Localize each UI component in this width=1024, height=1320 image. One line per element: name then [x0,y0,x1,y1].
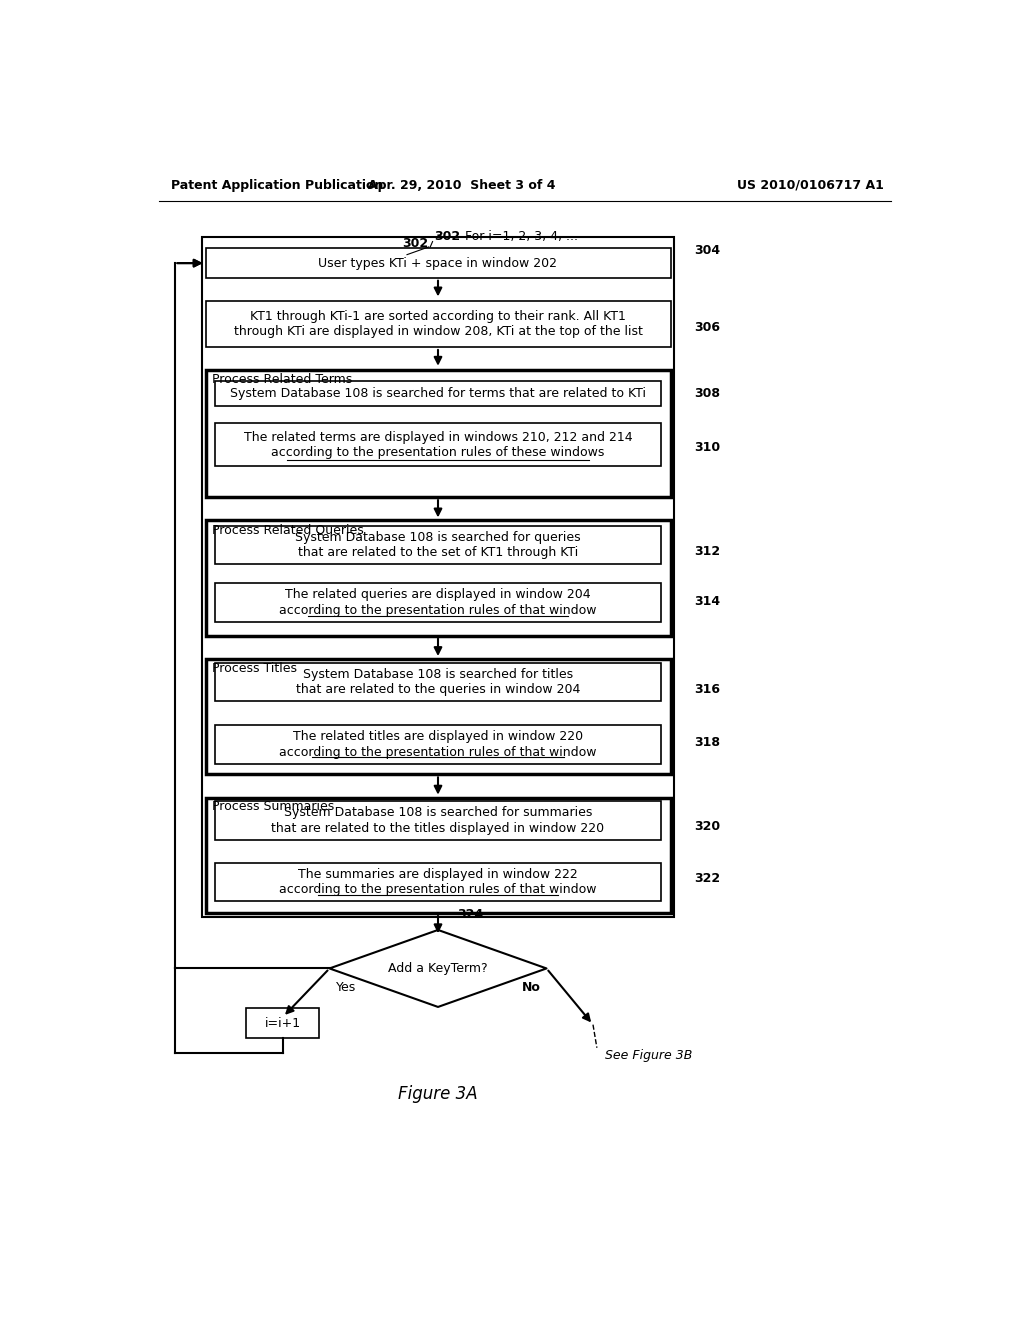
Bar [215,663,662,701]
Text: The summaries are displayed in window 222: The summaries are displayed in window 22… [298,869,578,880]
Text: 318: 318 [693,737,720,750]
Text: US 2010/0106717 A1: US 2010/0106717 A1 [736,178,884,191]
Text: 324: 324 [458,908,483,921]
Text: through KTi are displayed in window 208, KTi at the top of the list: through KTi are displayed in window 208,… [233,325,642,338]
Text: Process Summaries: Process Summaries [212,800,334,813]
Polygon shape [330,929,547,1007]
Text: Add a KeyTerm?: Add a KeyTerm? [388,962,487,975]
Text: according to the presentation rules of that window: according to the presentation rules of t… [280,746,597,759]
Text: 310: 310 [693,441,720,454]
Text: The related queries are displayed in window 204: The related queries are displayed in win… [286,589,591,602]
Text: 312: 312 [693,545,720,557]
Bar [215,424,662,466]
Text: 302: 302 [402,236,429,249]
Text: 314: 314 [693,594,720,607]
Bar [206,301,671,347]
Bar [246,1008,319,1038]
Text: 322: 322 [693,871,720,884]
Text: 302: 302 [434,231,460,243]
Text: 308: 308 [693,387,720,400]
Text: Process Titles: Process Titles [212,661,297,675]
Text: Figure 3A: Figure 3A [398,1085,478,1104]
Text: Patent Application Publication: Patent Application Publication [171,178,383,191]
Text: System Database 108 is searched for titles: System Database 108 is searched for titl… [303,668,573,681]
Text: i=i+1: i=i+1 [264,1016,301,1030]
Text: System Database 108 is searched for summaries: System Database 108 is searched for summ… [284,807,592,820]
Text: Process Related Queries: Process Related Queries [212,523,364,536]
Text: For i=1, 2, 3, 4, ...: For i=1, 2, 3, 4, ... [465,231,579,243]
Text: No: No [521,981,541,994]
Bar [206,520,671,636]
Bar [206,248,671,277]
Text: according to the presentation rules of that window: according to the presentation rules of t… [280,603,597,616]
Text: 304: 304 [693,244,720,257]
Text: System Database 108 is searched for terms that are related to KTi: System Database 108 is searched for term… [230,387,646,400]
Text: according to the presentation rules of that window: according to the presentation rules of t… [280,883,597,896]
Text: 316: 316 [693,684,720,696]
Bar [215,583,662,622]
Bar [215,381,662,407]
Text: that are related to the titles displayed in window 220: that are related to the titles displayed… [271,822,604,834]
Text: 306: 306 [693,321,720,334]
Text: according to the presentation rules of these windows: according to the presentation rules of t… [271,446,605,459]
Bar [202,238,675,917]
Bar [206,659,671,775]
Text: The related titles are displayed in window 220: The related titles are displayed in wind… [293,730,583,743]
Text: 320: 320 [693,820,720,833]
Bar [206,797,671,913]
Text: See Figure 3B: See Figure 3B [604,1049,692,1063]
Bar [206,370,671,498]
Text: System Database 108 is searched for queries: System Database 108 is searched for quer… [295,531,581,544]
Text: Apr. 29, 2010  Sheet 3 of 4: Apr. 29, 2010 Sheet 3 of 4 [368,178,555,191]
Text: Yes: Yes [336,981,356,994]
Text: User types KTi + space in window 202: User types KTi + space in window 202 [318,256,557,269]
Text: that are related to the set of KT1 through KTi: that are related to the set of KT1 throu… [298,546,579,560]
Text: The related terms are displayed in windows 210, 212 and 214: The related terms are displayed in windo… [244,430,632,444]
Bar [215,863,662,902]
Bar [215,725,662,763]
Bar [215,525,662,564]
Text: Process Related Terms: Process Related Terms [212,372,352,385]
Text: that are related to the queries in window 204: that are related to the queries in windo… [296,684,581,696]
Text: KT1 through KTi-1 are sorted according to their rank. All KT1: KT1 through KTi-1 are sorted according t… [250,310,626,323]
Bar [215,801,662,840]
